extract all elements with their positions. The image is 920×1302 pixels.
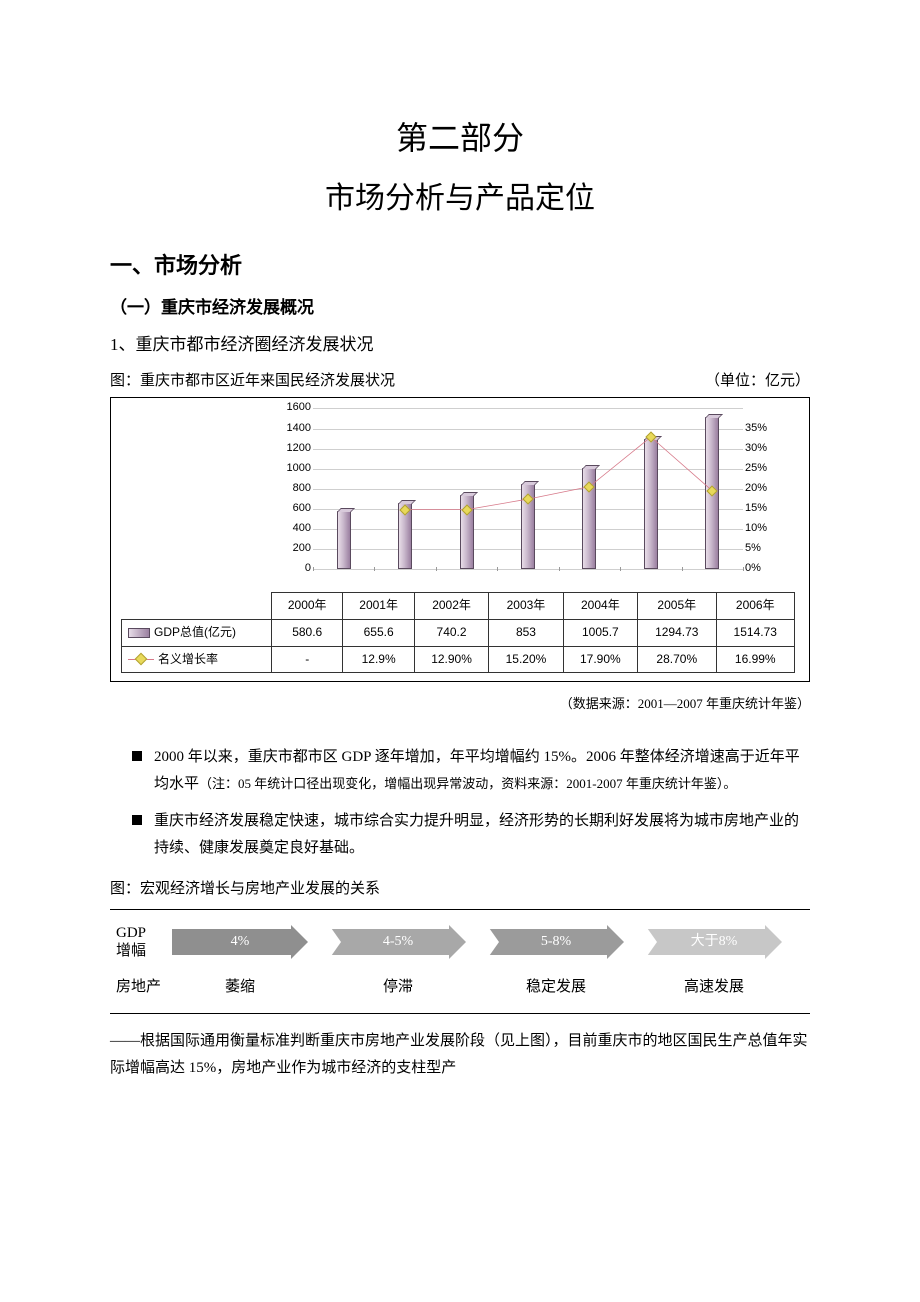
ytick-right: 0% (745, 559, 775, 579)
growth-cell: 17.90% (563, 646, 637, 673)
ytick-left: 1400 (271, 419, 311, 439)
chart1-plot-area: 0 0% 200 5% 400 10% 600 15% 800 20% 1000 25% 1200 30%… (271, 408, 773, 588)
realestate-stage-label: 停滞 (330, 974, 466, 1001)
chart1-container: 0 0% 200 5% 400 10% 600 15% 800 20% 1000 25% 1200 30%… (110, 397, 810, 682)
heading-1: 一、市场分析 (110, 246, 810, 286)
category-cell: 2006年 (716, 593, 795, 620)
closing-paragraph: ——根据国际通用衡量标准判断重庆市房地产业发展阶段（见上图），目前重庆市的地区国… (110, 1028, 810, 1082)
category-cell: 2004年 (563, 593, 637, 620)
ytick-right: 30% (745, 439, 775, 459)
title-part: 第二部分 (110, 110, 810, 168)
heading-2: （一）重庆市经济发展概况 (110, 293, 810, 324)
category-cell: 2001年 (343, 593, 414, 620)
bullet-2: 重庆市经济发展稳定快速，城市综合实力提升明显，经济形势的长期利好发展将为城市房地… (132, 808, 810, 862)
legend-line: 名义增长率 (122, 646, 272, 673)
ytick-left: 0 (271, 559, 311, 579)
gdp-arrow: 4-5% (330, 925, 466, 959)
ytick-left: 600 (271, 499, 311, 519)
diagram-arrow-row: GDP增幅 4% 4-5% 5-8% 大于8% (116, 924, 804, 960)
diagram-container: GDP增幅 4% 4-5% 5-8% 大于8% 房地产 萎缩停滞稳定发展高速发展 (110, 909, 810, 1014)
growth-cell: - (272, 646, 343, 673)
ytick-left: 1200 (271, 439, 311, 459)
gdp-cell: 853 (489, 619, 563, 646)
gdp-arrow: 5-8% (488, 925, 624, 959)
realestate-stage-label: 高速发展 (646, 974, 782, 1001)
category-cell: 2003年 (489, 593, 563, 620)
category-cell: 2000年 (272, 593, 343, 620)
growth-cell: 12.90% (414, 646, 488, 673)
ytick-left: 1600 (271, 398, 311, 418)
bullet-2-main: 重庆市经济发展稳定快速，城市综合实力提升明显，经济形势的长期利好发展将为城市房地… (154, 813, 799, 856)
growth-cell: 16.99% (716, 646, 795, 673)
ytick-right: 20% (745, 479, 775, 499)
realestate-stage-label: 稳定发展 (488, 974, 624, 1001)
realestate-label: 房地产 (116, 974, 172, 1001)
chart1-caption: 图：重庆市都市区近年来国民经济发展状况 （单位：亿元） (110, 368, 810, 395)
ytick-left: 1000 (271, 459, 311, 479)
legend-bar-label: GDP总值(亿元) (154, 625, 236, 639)
bar-swatch-icon (128, 628, 150, 638)
gdp-cell: 655.6 (343, 619, 414, 646)
growth-cell: 12.9% (343, 646, 414, 673)
gdp-arrow-label: 4-5% (383, 929, 413, 954)
gdp-arrow-label: 5-8% (541, 929, 571, 954)
ytick-right: 5% (745, 539, 775, 559)
gdp-arrow-label: 4% (231, 929, 250, 954)
line-swatch-icon (128, 654, 154, 664)
ytick-right: 10% (745, 519, 775, 539)
chart1-caption-right: （单位：亿元） (705, 368, 810, 395)
bullet-list: 2000 年以来，重庆市都市区 GDP 逐年增加，年平均增幅约 15%。2006… (132, 744, 810, 862)
chart1-caption-left: 图：重庆市都市区近年来国民经济发展状况 (110, 368, 395, 395)
chart1-source: （数据来源：2001—2007 年重庆统计年鉴） (110, 692, 810, 715)
bullet-1-note: （注：05 年统计口径出现变化，增幅出现异常波动，资料来源：2001-2007 … (199, 776, 736, 791)
ytick-right: 35% (745, 419, 775, 439)
gdp-arrow: 4% (172, 925, 308, 959)
gdp-arrow: 大于8% (646, 925, 782, 959)
growth-cell: 15.20% (489, 646, 563, 673)
gdp-growth-label: GDP增幅 (116, 924, 172, 960)
gdp-cell: 580.6 (272, 619, 343, 646)
legend-line-label: 名义增长率 (158, 652, 218, 666)
gdp-cell: 740.2 (414, 619, 488, 646)
title-subject: 市场分析与产品定位 (110, 172, 810, 226)
realestate-stage-label: 萎缩 (172, 974, 308, 1001)
category-cell: 2002年 (414, 593, 488, 620)
growth-cell: 28.70% (638, 646, 716, 673)
ytick-left: 200 (271, 539, 311, 559)
diagram-labels-row: 房地产 萎缩停滞稳定发展高速发展 (116, 974, 804, 1001)
bullet-1: 2000 年以来，重庆市都市区 GDP 逐年增加，年平均增幅约 15%。2006… (132, 744, 810, 798)
gdp-arrow-label: 大于8% (691, 929, 738, 954)
ytick-right: 15% (745, 499, 775, 519)
gdp-cell: 1005.7 (563, 619, 637, 646)
ytick-left: 400 (271, 519, 311, 539)
ytick-right: 25% (745, 459, 775, 479)
category-cell: 2005年 (638, 593, 716, 620)
growth-line (313, 408, 743, 569)
gdp-cell: 1294.73 (638, 619, 716, 646)
heading-3: 1、重庆市都市经济圈经济发展状况 (110, 330, 810, 361)
ytick-left: 800 (271, 479, 311, 499)
legend-bar: GDP总值(亿元) (122, 619, 272, 646)
diagram-caption: 图：宏观经济增长与房地产业发展的关系 (110, 876, 810, 903)
chart1-data-table: 2000年2001年2002年2003年2004年2005年2006年 GDP总… (121, 592, 795, 673)
gdp-cell: 1514.73 (716, 619, 795, 646)
